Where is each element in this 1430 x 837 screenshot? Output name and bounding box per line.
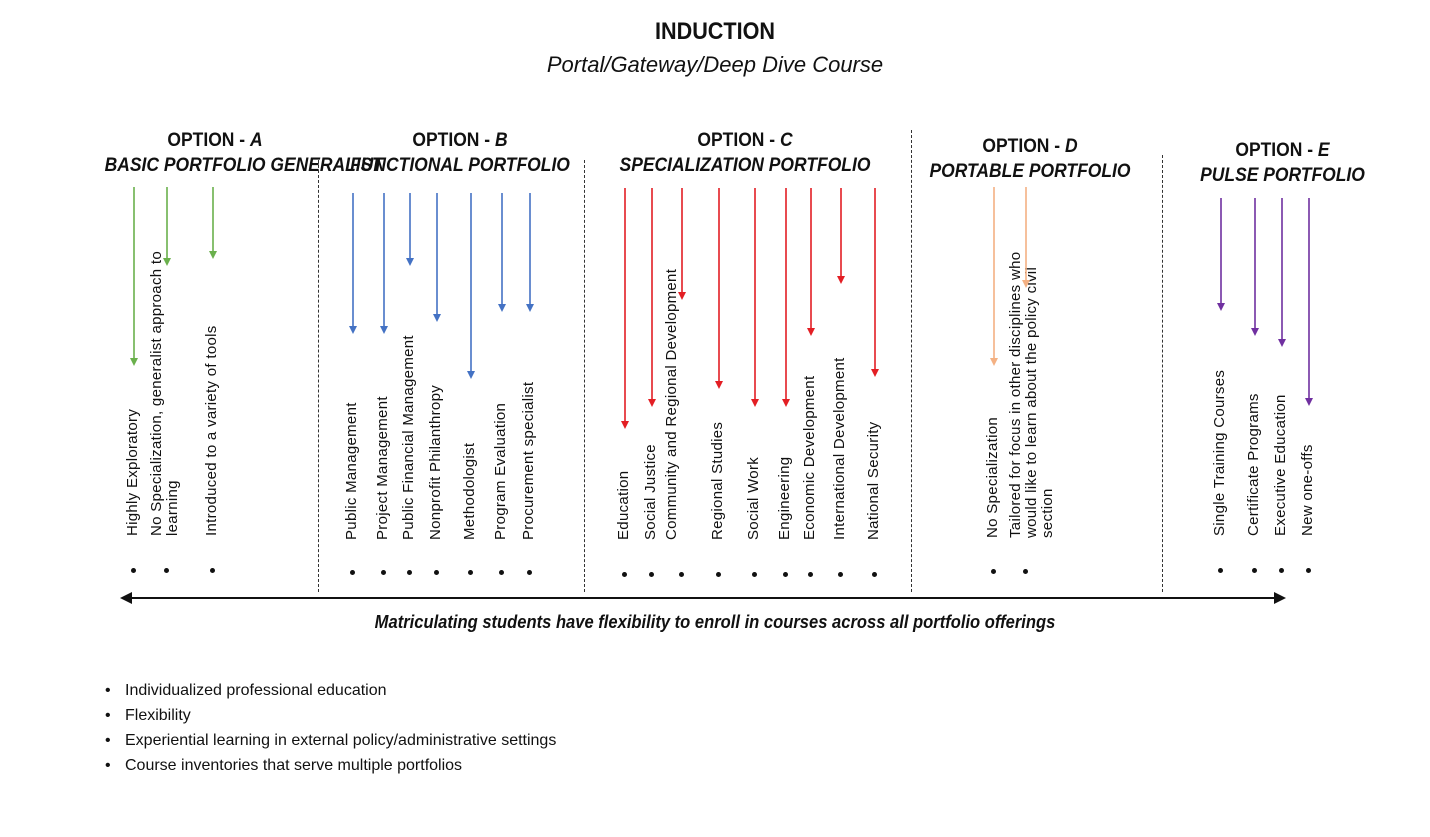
option-d-heading: OPTION - D PORTABLE PORTFOLIO bbox=[929, 136, 1131, 182]
option-a-heading: OPTION - A BASIC PORTFOLIO GENERALIST bbox=[104, 130, 384, 176]
summary-bullets: Individualized professional education Fl… bbox=[105, 678, 556, 778]
bullet-dot bbox=[381, 570, 386, 575]
bullet-dot bbox=[1279, 568, 1284, 573]
option-a-title: BASIC PORTFOLIO GENERALIST bbox=[104, 155, 384, 176]
bullet-dot bbox=[1306, 568, 1311, 573]
bullet-dot bbox=[468, 570, 473, 575]
bullet-dot bbox=[679, 572, 684, 577]
option-b-heading: OPTION - B FUNCTIONAL PORTFOLIO bbox=[350, 130, 570, 176]
summary-bullet: Course inventories that serve multiple p… bbox=[105, 753, 556, 778]
diagram-title: INDUCTION bbox=[654, 18, 775, 45]
divider-ab bbox=[318, 160, 319, 592]
bullet-dot bbox=[1252, 568, 1257, 573]
bullet-dot bbox=[434, 570, 439, 575]
divider-cd bbox=[911, 130, 912, 592]
summary-bullet: Experiential learning in external policy… bbox=[105, 728, 556, 753]
bullet-dot bbox=[499, 570, 504, 575]
option-d-title: PORTABLE PORTFOLIO bbox=[929, 161, 1131, 182]
bullet-dot bbox=[210, 568, 215, 573]
option-b-title: FUNCTIONAL PORTFOLIO bbox=[350, 155, 570, 176]
bullet-dot bbox=[1023, 569, 1028, 574]
summary-bullet: Individualized professional education bbox=[105, 678, 556, 703]
bullet-dot bbox=[527, 570, 532, 575]
bullet-dot bbox=[622, 572, 627, 577]
bullet-dot bbox=[407, 570, 412, 575]
summary-bullet: Flexibility bbox=[105, 703, 556, 728]
bullet-dot bbox=[872, 572, 877, 577]
bullet-dot bbox=[838, 572, 843, 577]
bullet-dot bbox=[131, 568, 136, 573]
bullet-dot bbox=[649, 572, 654, 577]
option-c-heading: OPTION - C SPECIALIZATION PORTFOLIO bbox=[616, 128, 874, 178]
bullet-dot bbox=[991, 569, 996, 574]
bullet-dot bbox=[716, 572, 721, 577]
bullet-dot bbox=[752, 572, 757, 577]
bullet-dot bbox=[350, 570, 355, 575]
bullet-dot bbox=[164, 568, 169, 573]
option-c-title: SPECIALIZATION PORTFOLIO bbox=[619, 155, 871, 176]
flexibility-note: Matriculating students have flexibility … bbox=[374, 612, 1056, 632]
divider-de bbox=[1162, 155, 1163, 592]
option-e-title: PULSE PORTFOLIO bbox=[1200, 165, 1365, 186]
option-e-heading: OPTION - E PULSE PORTFOLIO bbox=[1197, 138, 1367, 188]
bullet-dot bbox=[783, 572, 788, 577]
bullet-dot bbox=[808, 572, 813, 577]
bullet-dot bbox=[1218, 568, 1223, 573]
divider-bc bbox=[584, 160, 585, 592]
diagram-subtitle: Portal/Gateway/Deep Dive Course bbox=[546, 52, 884, 77]
